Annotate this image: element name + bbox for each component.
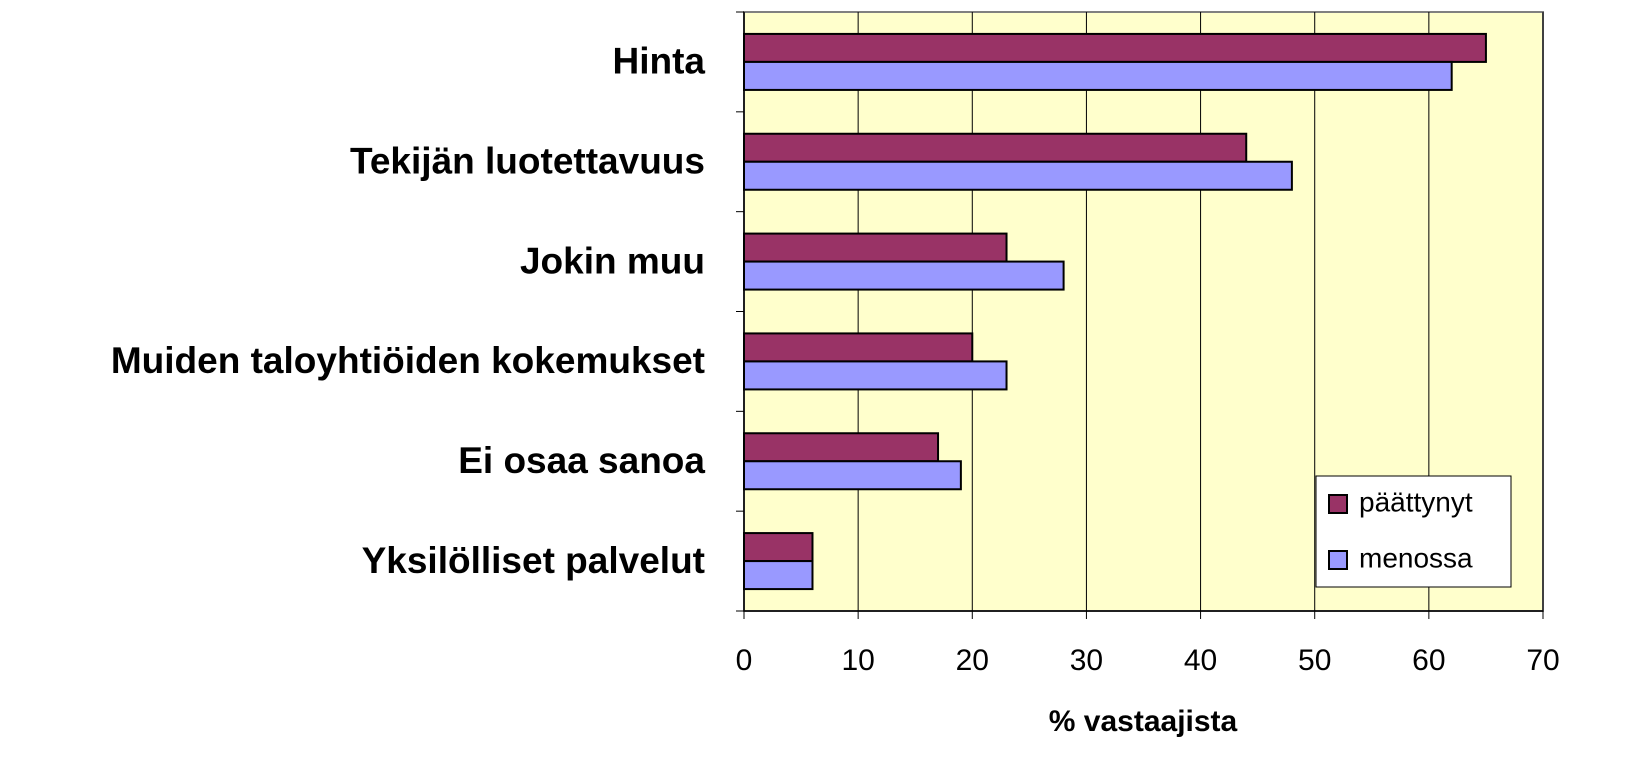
x-tick-label: 40 bbox=[1184, 644, 1217, 677]
category-label: Tekijän luotettavuus bbox=[350, 141, 705, 182]
bar bbox=[743, 260, 1065, 291]
x-tick-label: 10 bbox=[841, 644, 874, 677]
legend-swatch bbox=[1328, 550, 1348, 570]
bar bbox=[743, 432, 940, 463]
legend-swatch bbox=[1328, 494, 1348, 514]
bar bbox=[743, 360, 1008, 391]
x-tick-label: 50 bbox=[1298, 644, 1331, 677]
bar bbox=[743, 532, 814, 563]
x-tick-label: 60 bbox=[1412, 644, 1445, 677]
x-tick-label: 20 bbox=[956, 644, 989, 677]
category-label: Jokin muu bbox=[520, 240, 705, 281]
category-label: Hinta bbox=[613, 41, 706, 82]
category-label: Yksilölliset palvelut bbox=[362, 540, 705, 581]
legend-box bbox=[1315, 475, 1512, 588]
bar bbox=[743, 160, 1293, 191]
bar bbox=[743, 32, 1487, 63]
bar bbox=[743, 460, 962, 491]
category-label: Ei osaa sanoa bbox=[458, 440, 705, 481]
legend-label: päättynyt bbox=[1359, 486, 1473, 517]
bar bbox=[743, 560, 814, 591]
bar bbox=[743, 132, 1248, 163]
x-tick-label: 30 bbox=[1070, 644, 1103, 677]
x-tick-label: 70 bbox=[1526, 644, 1559, 677]
bar bbox=[743, 332, 974, 363]
x-tick-label: 0 bbox=[736, 644, 753, 677]
category-label: Muiden taloyhtiöiden kokemukset bbox=[111, 340, 705, 381]
bar bbox=[743, 60, 1453, 91]
bar bbox=[743, 232, 1008, 263]
legend-label: menossa bbox=[1359, 542, 1473, 573]
x-axis-label: % vastaajista bbox=[1049, 705, 1238, 738]
